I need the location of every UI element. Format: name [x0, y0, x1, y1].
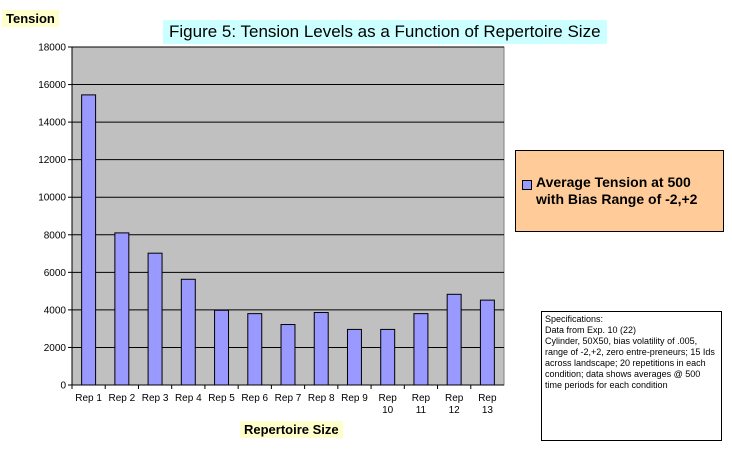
bar [180, 278, 196, 386]
bar [446, 293, 462, 386]
x-tick-label: Rep 6 [241, 393, 268, 404]
y-tick-label: 10000 [38, 193, 66, 204]
x-tick-label: Rep 4 [175, 393, 202, 404]
bar [479, 299, 495, 386]
y-tick-label: 4000 [44, 305, 67, 316]
legend: Average Tension at 500 with Bias Range o… [515, 150, 724, 232]
y-axis-title: Tension [2, 10, 59, 27]
bars [81, 94, 495, 386]
x-tick-label: Rep 7 [275, 393, 302, 404]
x-tick-label: Rep 2 [109, 393, 136, 404]
bar [380, 328, 396, 386]
legend-swatch [522, 180, 532, 190]
bar [247, 313, 263, 386]
y-tick-label: 16000 [38, 80, 66, 91]
x-axis-ticks: Rep 1 Rep 2 Rep 3 Rep 4 Rep 5 Rep 6 Rep 7 Rep 8… [71, 385, 497, 416]
x-tick-label: Rep 12 [445, 393, 464, 416]
x-tick-label: Rep 5 [208, 393, 235, 404]
bar [114, 232, 130, 386]
bar [214, 309, 230, 386]
specifications-note: Specifications: Data from Exp. 10 (22) C… [541, 311, 722, 441]
y-tick-label: 18000 [38, 43, 66, 54]
x-tick-label: Rep 10 [379, 393, 398, 416]
y-tick-label: 8000 [44, 230, 67, 241]
bar [313, 312, 329, 386]
x-tick-label: Rep 8 [308, 393, 335, 404]
y-axis-ticks: 0 2000 4000 6000 8000 10000 12000 14000 16000 180… [38, 43, 504, 392]
bar [81, 94, 97, 386]
x-tick-label: Rep 11 [412, 393, 431, 416]
x-tick-label: Rep 9 [341, 393, 368, 404]
x-axis-title: Repertoire Size [240, 421, 343, 438]
y-tick-label: 2000 [44, 343, 67, 354]
bar [413, 313, 429, 386]
bar [280, 324, 296, 386]
legend-label: Average Tension at 500 with Bias Range o… [536, 174, 698, 207]
y-tick-label: 0 [60, 381, 66, 392]
x-tick-label: Rep 3 [142, 393, 169, 404]
chart-title: Figure 5: Tension Levels as a Function o… [163, 20, 607, 44]
bar [346, 328, 362, 386]
bar [147, 252, 163, 386]
y-tick-label: 6000 [44, 268, 67, 279]
x-tick-label: Rep 13 [478, 393, 497, 416]
y-tick-label: 12000 [38, 155, 66, 166]
x-tick-label: Rep 1 [75, 393, 102, 404]
y-tick-label: 14000 [38, 118, 66, 129]
